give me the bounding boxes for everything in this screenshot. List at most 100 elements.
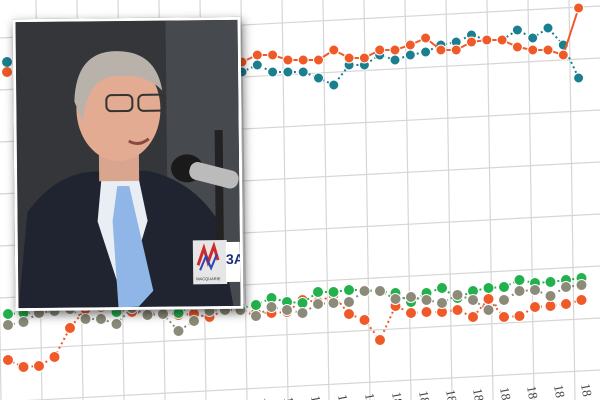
- data-point: [450, 44, 462, 56]
- data-point: [498, 281, 510, 293]
- chart-series: [2, 2, 588, 373]
- data-point: [511, 41, 523, 53]
- data-point: [282, 54, 294, 66]
- data-point: [328, 79, 340, 91]
- data-point: [265, 301, 278, 313]
- x-tick-label: 18: [578, 382, 595, 397]
- data-point: [451, 289, 464, 301]
- grid-line-vertical: [486, 0, 494, 400]
- data-point: [404, 39, 416, 51]
- data-point: [513, 310, 526, 322]
- data-point: [482, 304, 495, 316]
- data-point: [343, 308, 355, 320]
- x-tick-label: 17: [227, 398, 244, 400]
- data-point: [358, 285, 371, 297]
- data-point: [17, 361, 30, 373]
- grid-line-horizontal: [26, 369, 600, 400]
- x-axis-ticks: 17 17 17 17 17 17 18 18 18 18 18 18 18 18: [227, 382, 595, 400]
- grid-line-vertical: [0, 293, 2, 400]
- data-point: [251, 59, 263, 71]
- mic-logo-text: MACQUARIE: [196, 276, 221, 281]
- data-point: [466, 36, 477, 48]
- data-point: [327, 286, 340, 298]
- grid-line-vertical: [445, 0, 453, 400]
- data-point: [313, 54, 324, 66]
- data-point: [496, 34, 508, 46]
- data-point: [327, 297, 340, 309]
- data-point: [529, 301, 541, 313]
- data-point: [435, 44, 447, 56]
- data-point: [79, 313, 92, 325]
- data-point: [282, 66, 294, 78]
- x-tick-label: 17: [254, 397, 271, 400]
- data-point: [141, 309, 154, 321]
- data-point: [542, 44, 554, 56]
- data-point: [420, 306, 433, 318]
- data-point: [296, 297, 309, 309]
- x-tick-label: 18: [551, 384, 568, 399]
- data-point: [374, 334, 386, 346]
- data-point: [328, 44, 340, 56]
- grid-line-vertical: [568, 0, 576, 400]
- data-point: [250, 310, 262, 322]
- x-tick-label: 17: [362, 392, 379, 400]
- grid-line-vertical: [281, 0, 289, 400]
- data-point: [389, 44, 401, 56]
- data-point: [157, 308, 169, 320]
- data-point: [64, 322, 76, 334]
- data-point: [527, 32, 539, 44]
- data-point: [110, 318, 123, 330]
- data-point: [481, 34, 493, 46]
- data-point: [17, 316, 30, 328]
- data-point: [467, 294, 479, 306]
- grid-line-horizontal: [0, 317, 600, 351]
- data-point: [250, 299, 262, 311]
- data-point: [312, 286, 324, 298]
- data-point: [343, 284, 355, 296]
- data-point: [542, 22, 554, 34]
- data-point: [312, 298, 324, 310]
- data-point: [498, 294, 510, 306]
- data-point: [267, 66, 279, 78]
- data-point: [48, 351, 61, 363]
- data-point: [498, 311, 510, 323]
- mic-flag-text: 3AW: [226, 251, 241, 267]
- inset-photo: MACQUARIE 3AW: [12, 16, 244, 312]
- data-point: [544, 300, 557, 312]
- data-point: [296, 307, 309, 319]
- grid-line-vertical: [404, 0, 412, 400]
- data-point: [544, 276, 557, 288]
- x-tick-label: 18: [416, 390, 433, 400]
- data-point: [527, 44, 539, 56]
- data-point: [2, 57, 12, 67]
- data-point: [172, 325, 185, 337]
- data-point: [2, 308, 14, 320]
- data-point: [573, 2, 585, 14]
- data-point: [2, 354, 14, 366]
- data-point: [389, 293, 402, 305]
- data-point: [436, 282, 448, 294]
- data-point: [313, 72, 324, 84]
- data-point: [389, 54, 401, 66]
- data-point: [374, 44, 386, 56]
- man-portrait-image: MACQUARIE 3AW: [15, 19, 244, 309]
- x-tick-label: 18: [497, 386, 514, 400]
- data-point: [281, 304, 293, 316]
- data-point: [343, 52, 355, 64]
- data-point: [358, 314, 371, 326]
- data-point: [420, 32, 432, 44]
- data-point: [482, 293, 495, 305]
- data-point: [405, 307, 417, 319]
- grid-line-vertical: [322, 0, 330, 400]
- data-point: [404, 49, 416, 61]
- x-tick-label: 18: [443, 388, 460, 400]
- data-point: [575, 294, 588, 306]
- data-point: [420, 294, 433, 306]
- data-point: [467, 311, 479, 323]
- data-point: [560, 281, 572, 293]
- data-point: [405, 291, 417, 303]
- grid-line-vertical: [527, 0, 535, 400]
- data-point: [267, 49, 279, 61]
- data-point: [297, 66, 309, 78]
